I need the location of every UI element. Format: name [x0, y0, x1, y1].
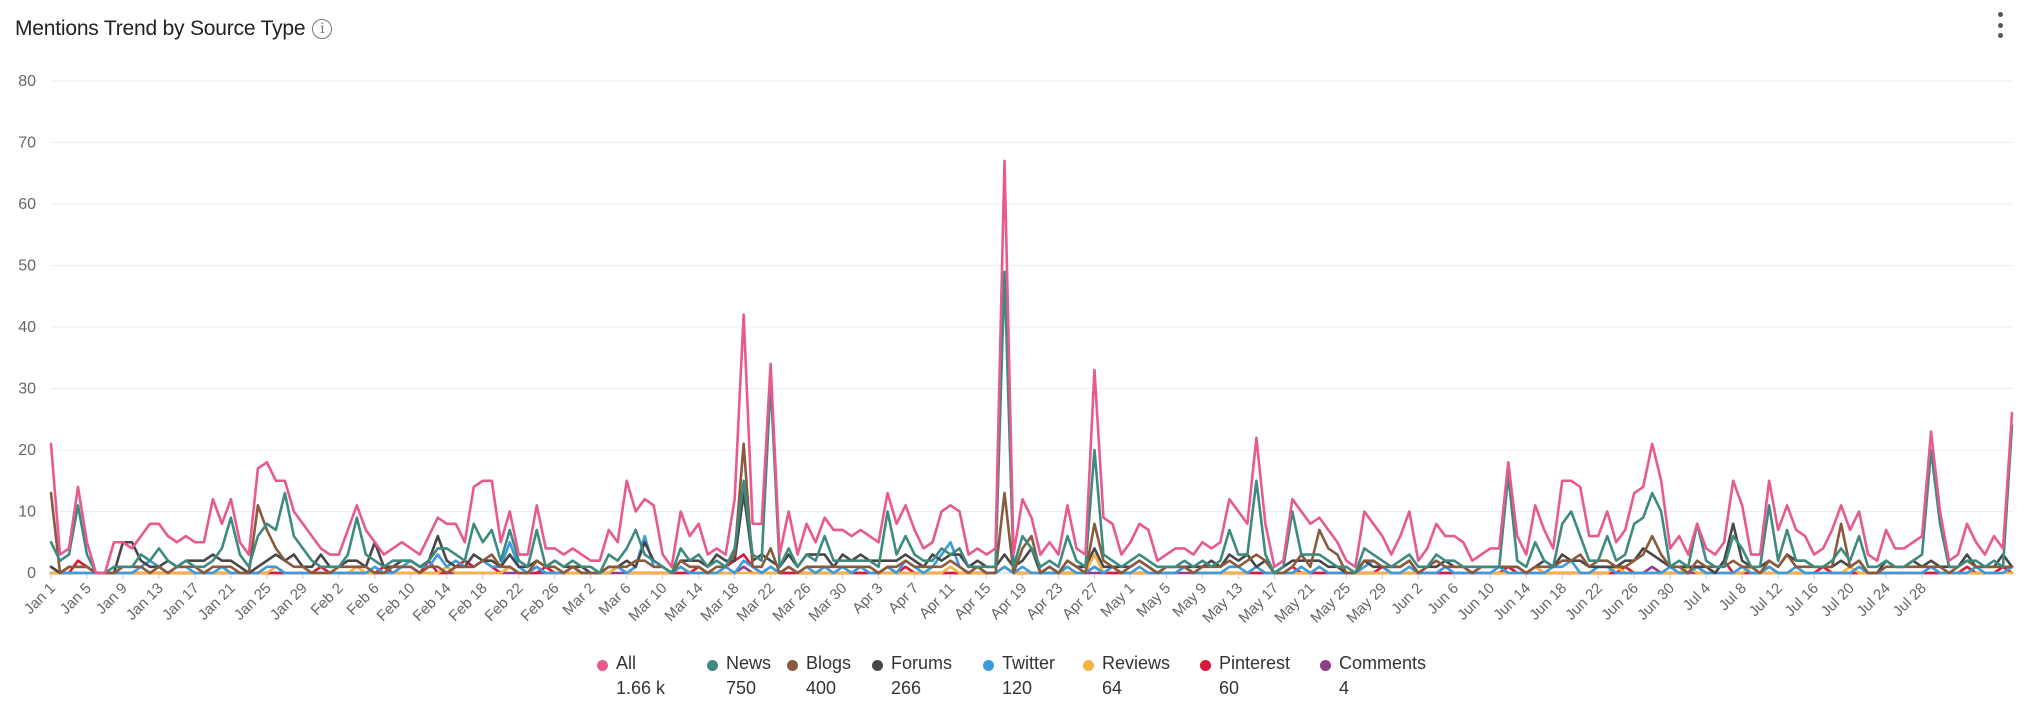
y-tick-label: 0: [27, 565, 36, 582]
x-tick-label: May 1: [1097, 580, 1138, 621]
legend-total: 750: [726, 678, 757, 698]
x-tick-label: Jun 22: [1562, 580, 1606, 624]
legend-dot: [707, 660, 718, 671]
y-tick-label: 70: [18, 135, 36, 152]
x-tick-label: Apr 19: [987, 580, 1030, 623]
legend-total: 1.66 k: [616, 678, 666, 698]
legend-total: 400: [806, 678, 837, 698]
y-axis: 0 10 20 30 40 50 60 70 80: [18, 73, 36, 582]
x-tick-label: Feb 18: [446, 580, 491, 625]
x-tick-label: Mar 22: [733, 580, 778, 625]
series-lines: [49, 159, 2014, 575]
legend-dot: [1320, 660, 1331, 671]
x-tick-label: Feb 2: [308, 580, 347, 619]
x-tick-label: Apr 23: [1023, 580, 1066, 623]
legend-label: All: [616, 653, 637, 673]
info-icon[interactable]: i: [312, 19, 333, 39]
x-tick-label: Apr 15: [951, 580, 994, 623]
x-tick-label: Mar 10: [625, 580, 670, 625]
x-tick-label: Mar 14: [661, 580, 706, 625]
y-tick-label: 20: [18, 442, 36, 459]
x-tick-label: Jan 25: [231, 580, 275, 624]
x-tick-label: Feb 10: [374, 580, 419, 625]
x-tick-label: Jul 20: [1818, 580, 1858, 620]
legend-label: Comments: [1339, 653, 1427, 673]
series-line-blogs: [49, 442, 2014, 575]
x-tick-label: Jan 5: [57, 580, 95, 618]
legend-label: Twitter: [1002, 653, 1056, 673]
legend-total: 64: [1102, 678, 1123, 698]
x-tick-label: Apr 11: [916, 580, 958, 622]
legend-dot: [983, 660, 994, 671]
y-tick-label: 80: [18, 73, 36, 90]
legend-label: Blogs: [806, 653, 852, 673]
legend-total: 4: [1339, 678, 1350, 698]
series-line-twitter: [49, 534, 2014, 575]
x-tick-label: Feb 14: [410, 580, 455, 625]
x-tick-label: Mar 30: [805, 580, 850, 625]
x-tick-label: Apr 3: [849, 580, 886, 617]
x-tick-label: Jun 18: [1526, 580, 1570, 624]
series-line-news: [49, 270, 2014, 575]
y-tick-label: 50: [18, 258, 36, 275]
y-tick-label: 30: [18, 381, 36, 398]
y-tick-label: 10: [18, 504, 36, 521]
legend-total: 266: [891, 678, 922, 698]
series-line-forums: [49, 491, 2014, 575]
legend-label: Reviews: [1102, 653, 1171, 673]
x-tick-label: Jun 10: [1454, 580, 1498, 624]
kebab-dot: [1997, 33, 2003, 38]
legend: All 1.66 k News 750 Blogs 400 Forums 266 Twitter…: [0, 653, 2036, 713]
more-options-icon[interactable]: [1992, 12, 2008, 38]
chart-header: Mentions Trend by Source Type i: [15, 12, 333, 46]
x-tick-label: Jul 12: [1746, 580, 1786, 620]
x-tick-label: Mar 26: [769, 580, 814, 625]
x-tick-label: Apr 27: [1059, 580, 1102, 623]
legend-total: 60: [1219, 678, 1240, 698]
series-line-all: [49, 159, 2014, 575]
x-tick-label: Jan 29: [267, 580, 311, 624]
y-tick-label: 60: [18, 196, 36, 213]
x-tick-label: Jun 2: [1388, 580, 1426, 618]
x-tick-label: Jan 21: [195, 580, 239, 624]
chart-title: Mentions Trend by Source Type: [15, 17, 306, 40]
x-tick-label: Jul 4: [1680, 580, 1714, 614]
x-tick-label: Jul 16: [1782, 580, 1822, 620]
x-tick-label: Jun 26: [1598, 580, 1642, 624]
x-tick-label: Jul 24: [1854, 580, 1894, 620]
x-tick-label: Feb 26: [518, 580, 563, 625]
x-tick-label: Jan 17: [159, 580, 203, 624]
kebab-dot: [1997, 22, 2003, 28]
x-tick-label: Jul 8: [1716, 580, 1750, 614]
x-tick-label: Jul 28: [1890, 580, 1930, 620]
legend-label: News: [726, 653, 772, 673]
x-tick-label: Jun 30: [1634, 580, 1678, 624]
legend-label: Pinterest: [1219, 653, 1291, 673]
legend-total: 120: [1002, 678, 1033, 698]
x-tick-label: May 29: [1343, 580, 1390, 627]
x-tick-label: Jun 14: [1490, 580, 1534, 624]
legend-dot: [1083, 660, 1094, 671]
y-tick-label: 40: [18, 319, 36, 336]
legend-dot: [1200, 660, 1211, 671]
x-tick-label: Jan 13: [123, 580, 167, 624]
legend-dot: [597, 660, 608, 671]
legend-label: Forums: [891, 653, 953, 673]
x-tick-label: Jan 1: [21, 580, 59, 618]
x-tick-label: Mar 2: [559, 580, 598, 619]
x-tick-label: Feb 22: [482, 580, 527, 625]
legend-dot: [872, 660, 883, 671]
x-tick-label: May 5: [1133, 580, 1174, 621]
kebab-dot: [1997, 12, 2003, 17]
legend-dot: [787, 660, 798, 671]
x-tick-label: Mar 18: [697, 580, 742, 625]
gridlines: [51, 80, 2012, 574]
